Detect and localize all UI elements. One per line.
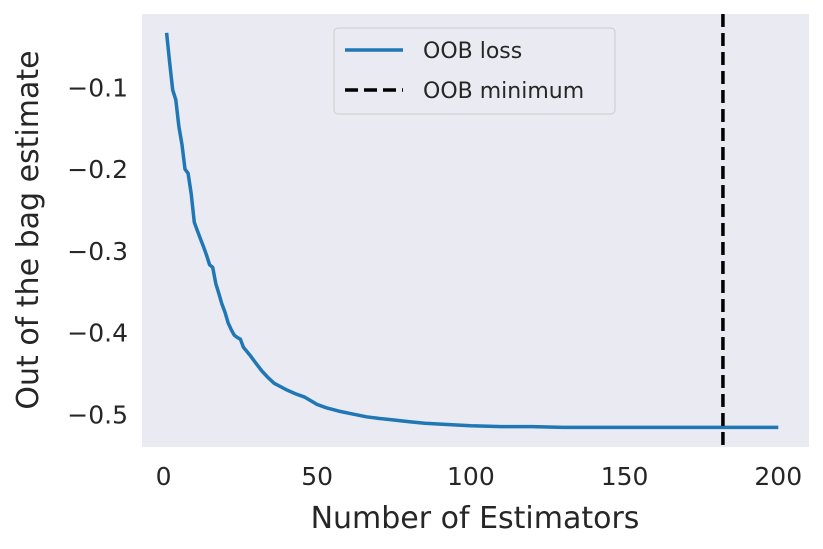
y-tick-label: −0.1 <box>67 74 128 103</box>
y-axis-ticks: −0.1 −0.2 −0.3 −0.4 −0.5 <box>67 74 128 430</box>
x-tick-label: 50 <box>301 462 333 491</box>
x-tick-label: 150 <box>601 462 649 491</box>
y-axis-label: Out of the bag estimate <box>11 50 46 409</box>
oob-loss-line <box>164 32 779 430</box>
y-tick-label: −0.4 <box>67 319 128 348</box>
x-tick-label: 0 <box>156 462 172 491</box>
y-tick-label: −0.3 <box>67 237 128 266</box>
x-axis-label: Number of Estimators <box>311 501 640 536</box>
y-tick-label: −0.5 <box>67 400 128 429</box>
legend-label-oob-minimum: OOB minimum <box>423 79 584 104</box>
x-tick-label: 100 <box>447 462 495 491</box>
y-tick-label: −0.2 <box>67 155 128 184</box>
legend-box <box>333 27 616 115</box>
legend-label-oob-loss: OOB loss <box>423 39 522 64</box>
legend: OOB loss OOB minimum <box>333 27 616 115</box>
x-axis-ticks: 0 50 100 150 200 <box>156 462 803 491</box>
x-tick-label: 200 <box>754 462 802 491</box>
